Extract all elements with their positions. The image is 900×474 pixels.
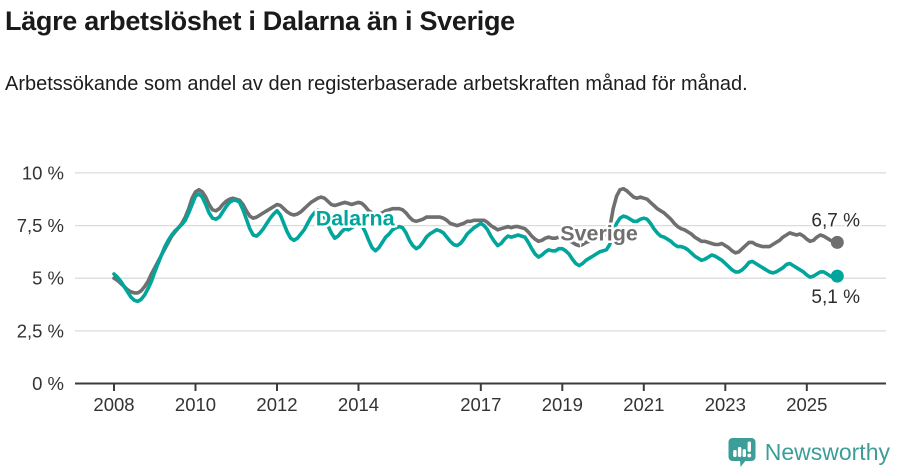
x-tick-label: 2023	[705, 394, 746, 415]
x-tick-label: 2008	[93, 394, 134, 415]
y-tick-label: 5 %	[32, 268, 64, 289]
dalarna-series-label: Dalarna	[316, 207, 396, 231]
newsworthy-wordmark: Newsworthy	[764, 438, 890, 465]
x-tick-label: 2014	[338, 394, 379, 415]
y-tick-label: 2,5 %	[17, 320, 64, 341]
x-tick-label: 2021	[623, 394, 664, 415]
newsworthy-logo-icon	[728, 438, 756, 467]
x-tick-label: 2017	[460, 394, 501, 415]
y-tick-label: 10 %	[22, 162, 64, 183]
dalarna-line	[112, 192, 840, 304]
chart-subtitle: Arbetssökande som andel av den registerb…	[5, 73, 748, 95]
x-tick-label: 2019	[542, 394, 583, 415]
x-tick-label: 2010	[175, 394, 216, 415]
sverige-end-value-label: 6,7 %	[811, 210, 860, 231]
y-tick-label: 7,5 %	[17, 215, 64, 236]
x-tick-label: 2025	[786, 394, 827, 415]
sverige-end-dot	[830, 235, 844, 249]
dalarna-end-value-label: 5,1 %	[811, 287, 860, 308]
sverige-series-label: Sverige	[560, 221, 638, 245]
x-tick-label: 2012	[256, 394, 297, 415]
sverige-line	[112, 186, 840, 295]
y-tick-label: 0 %	[32, 373, 64, 394]
chart-title: Lägre arbetslöshet i Dalarna än i Sverig…	[5, 6, 515, 36]
newsworthy-brand: Newsworthy	[727, 436, 890, 468]
dalarna-end-dot	[830, 269, 844, 283]
